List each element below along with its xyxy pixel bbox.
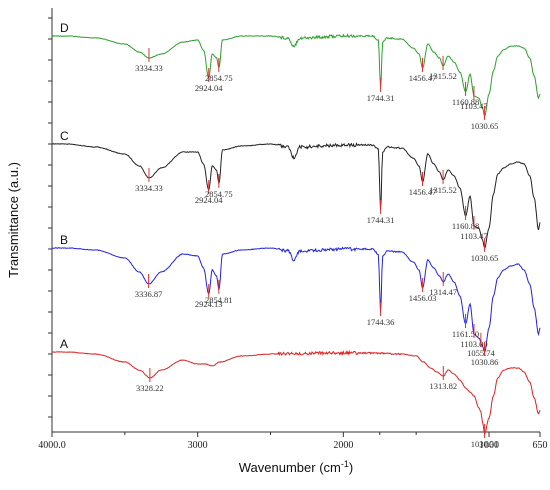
x-tick-label: 1000: [479, 440, 499, 451]
series-label-D: D: [60, 21, 69, 35]
peak-label: 1744.31: [367, 215, 395, 225]
peak-label: 1103.00: [460, 339, 487, 349]
peak-label: 2854.81: [205, 295, 233, 305]
peak-label: 3334.33: [135, 183, 163, 193]
peak-label: 1160.88: [452, 221, 479, 231]
x-tick-label: 4000.0: [38, 440, 66, 451]
series-label-C: C: [60, 129, 69, 143]
series-labels: D C B A: [60, 21, 69, 351]
peak-label: 1030.65: [471, 121, 499, 131]
series-line-A: [51, 349, 541, 435]
peak-label: 3334.33: [135, 63, 163, 73]
peak-label: 1030.65: [471, 253, 499, 263]
peak-label: 1030.86: [471, 357, 499, 367]
series-line-C: [51, 142, 541, 249]
peak-label: 1456.03: [409, 293, 437, 303]
peak-label: 3328.22: [136, 383, 164, 393]
peak-label: 1456.47: [409, 73, 437, 83]
plot-frame: 4000.0 3000 2000 1000 650: [38, 8, 548, 451]
peak-label: 2924.04: [195, 195, 223, 205]
peak-label: 3336.87: [135, 289, 163, 299]
peak-label: 1744.31: [367, 93, 395, 103]
peak-label: 1744.36: [367, 317, 395, 327]
peak-markers: 3334.332924.042854.751744.311456.471315.…: [135, 47, 499, 449]
peak-label: 1160.88: [452, 97, 479, 107]
peak-label: 1161.50: [452, 329, 479, 339]
peak-label: 1055.74: [467, 348, 495, 358]
series-label-B: B: [60, 233, 68, 247]
peak-label: 2854.75: [205, 73, 233, 83]
series-line-D: [51, 32, 541, 118]
series-line-B: [52, 246, 541, 354]
peak-label: 2924.04: [195, 83, 223, 93]
x-tick-label: 2000: [333, 440, 353, 451]
peak-label: 1103.47: [460, 101, 487, 111]
peak-label: 1456.47: [409, 187, 437, 197]
peak-label: 1315.52: [429, 185, 457, 195]
peak-label: 1315.52: [429, 71, 457, 81]
peak-label: 2854.75: [205, 189, 233, 199]
x-tick-label: 650: [533, 440, 548, 451]
x-tick-label: 3000: [188, 440, 208, 451]
series-label-A: A: [60, 337, 68, 351]
peak-label: 1103.47: [460, 231, 487, 241]
peak-label: 1030.31: [471, 439, 499, 449]
peak-label: 1313.82: [429, 381, 457, 391]
x-axis-title: Wavenumber (cm-1): [239, 459, 353, 475]
peak-label: 2924.13: [195, 299, 223, 309]
y-axis-title: Transmittance (a.u.): [6, 162, 21, 278]
peak-label: 1314.47: [429, 287, 457, 297]
series-layer: [51, 32, 541, 435]
